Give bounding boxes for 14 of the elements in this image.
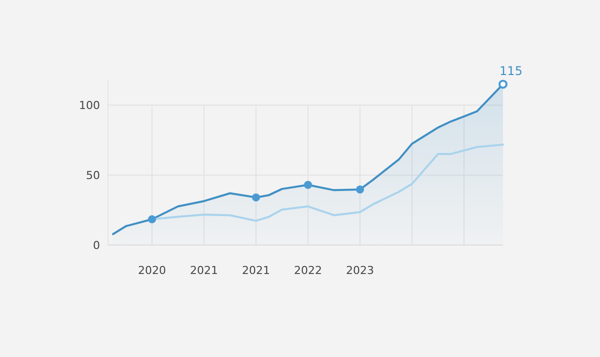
point [304, 180, 312, 189]
y-tick-label: 100 [79, 99, 100, 112]
x-tick-label: 2021 [242, 264, 270, 277]
point [148, 215, 156, 224]
y-tick-label: 50 [86, 168, 100, 182]
x-tick-label: 2020 [138, 264, 166, 277]
x-tick-label: 2023 [346, 264, 374, 277]
y-tick-label: 0 [93, 238, 100, 252]
point [498, 80, 508, 89]
point [356, 185, 364, 194]
x-tick-label: 2021 [190, 264, 218, 277]
x-tick-label: 2022 [294, 264, 322, 277]
point [252, 193, 260, 202]
text: 115 [500, 64, 522, 78]
